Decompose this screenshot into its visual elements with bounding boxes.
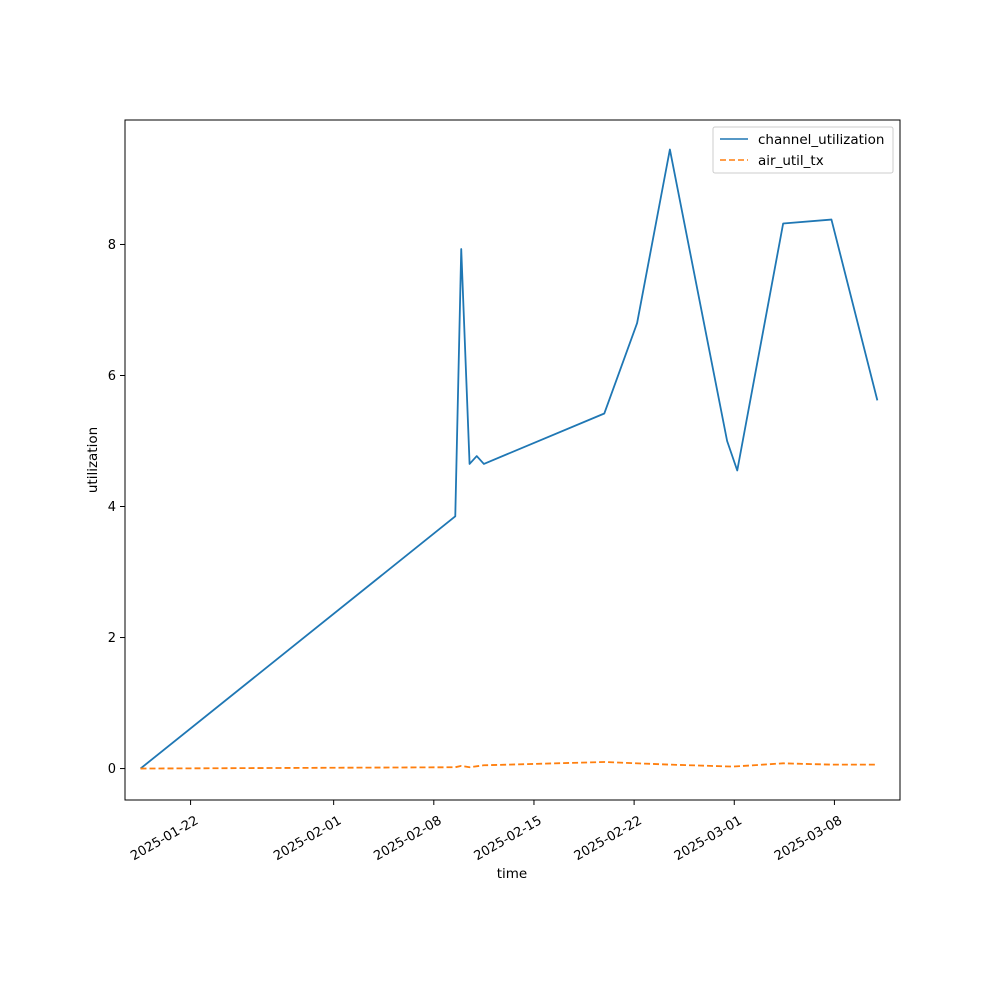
x-tick-label: 2025-02-15 (472, 813, 545, 864)
legend-label-air-util-tx: air_util_tx (758, 153, 824, 169)
y-axis-label: utilization (85, 427, 101, 493)
series-line-channel-utilization (139, 148, 879, 770)
series-line-air-util-tx (140, 761, 878, 770)
x-tick-label: 2025-02-08 (371, 813, 444, 864)
y-tick-label: 0 (108, 762, 116, 777)
series-layer (139, 148, 879, 770)
y-tick-label: 8 (108, 238, 116, 253)
plot-frame (124, 119, 901, 801)
x-tick-label: 2025-03-08 (772, 813, 845, 864)
x-axis-label: time (497, 866, 528, 882)
legend-box (712, 126, 894, 174)
x-axis-ticks: 2025-01-22 2025-02-01 2025-02-08 2025-02-15… (128, 800, 845, 864)
x-tick-label: 2025-02-22 (572, 813, 645, 864)
y-axis-ticks: 0 2 4 6 8 (108, 238, 125, 777)
y-tick-label: 2 (108, 631, 116, 646)
y-tick-label: 4 (108, 500, 116, 515)
y-tick-label: 6 (108, 369, 116, 384)
plot-background (125, 120, 900, 800)
x-tick-label: 2025-01-22 (128, 813, 201, 864)
x-tick-label: 2025-03-01 (672, 813, 745, 864)
legend-label-channel-utilization: channel_utilization (758, 132, 885, 148)
x-tick-label: 2025-02-01 (271, 813, 344, 864)
legend: channel_utilization air_util_tx (712, 126, 894, 174)
